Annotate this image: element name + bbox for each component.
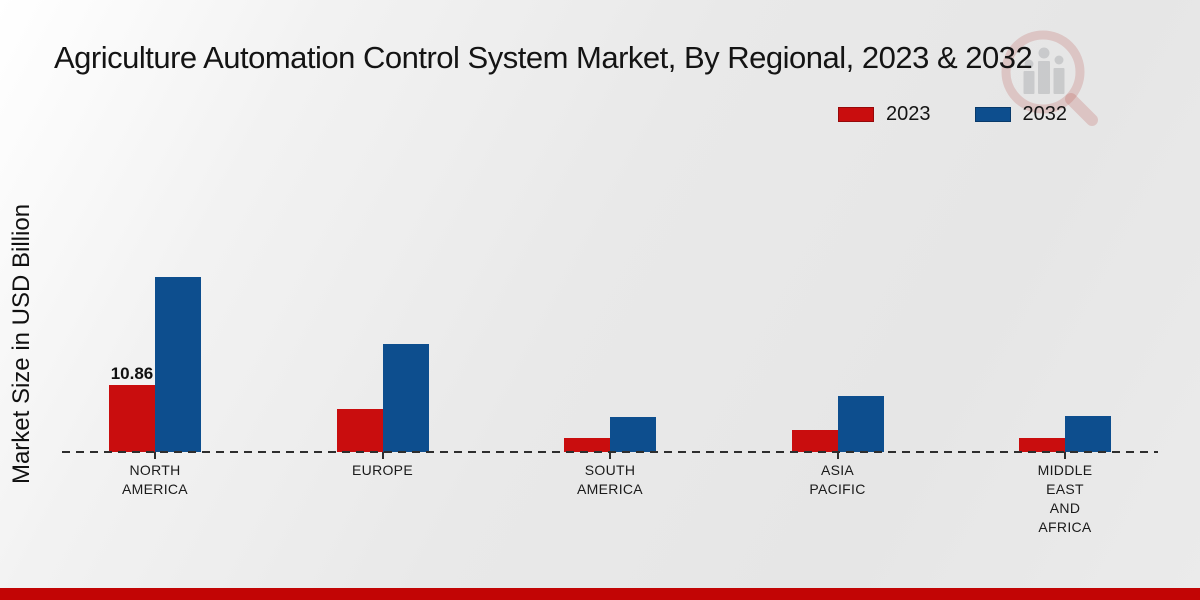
category-label-europe: EUROPE <box>352 462 413 478</box>
bar-2032-south-america <box>610 417 656 452</box>
legend-swatch-2023 <box>838 107 874 122</box>
bar-2032-north-america <box>155 276 201 452</box>
x-axis-tick-europe <box>381 452 384 459</box>
bar-2023-south-america <box>564 437 610 452</box>
x-axis-tick-asia-pacific <box>836 452 839 459</box>
x-axis-tick-middle-east-and-africa <box>1064 452 1066 459</box>
category-label-north-america: NORTH AMERICA <box>122 462 188 497</box>
bar-2032-asia-pacific <box>837 395 884 452</box>
legend-item-2032: 2032 <box>974 103 1068 126</box>
bar-2023-middle-east-and-africa <box>1019 437 1065 452</box>
category-label-south-america: SOUTH AMERICA <box>577 462 643 497</box>
legend-label-2023: 2023 <box>886 103 931 125</box>
category-label-middle-east-and-africa: MIDDLE EAST AND AFRICA <box>1037 462 1093 535</box>
legend: 2023 2032 <box>838 103 1067 126</box>
bar-value-label: 10.86 <box>110 363 154 383</box>
legend-item-2023: 2023 <box>838 103 931 126</box>
chart-title: Agriculture Automation Control System Ma… <box>54 40 1033 75</box>
bar-2023-asia-pacific <box>791 430 838 452</box>
bar-2032-middle-east-and-africa <box>1065 416 1111 452</box>
category-label-asia-pacific: ASIA PACIFIC <box>809 462 866 497</box>
x-axis-tick-south-america <box>609 452 611 459</box>
bar-2032-europe <box>382 344 429 452</box>
bar-2023-north-america <box>109 384 155 452</box>
x-axis-tick-north-america <box>154 452 156 459</box>
legend-label-2032: 2032 <box>1022 103 1068 125</box>
legend-swatch-2032 <box>974 107 1011 122</box>
magnifier-bar-chart-logo-icon <box>1001 30 1098 126</box>
footer-bar <box>0 588 1200 600</box>
bar-2023-europe <box>336 409 383 452</box>
